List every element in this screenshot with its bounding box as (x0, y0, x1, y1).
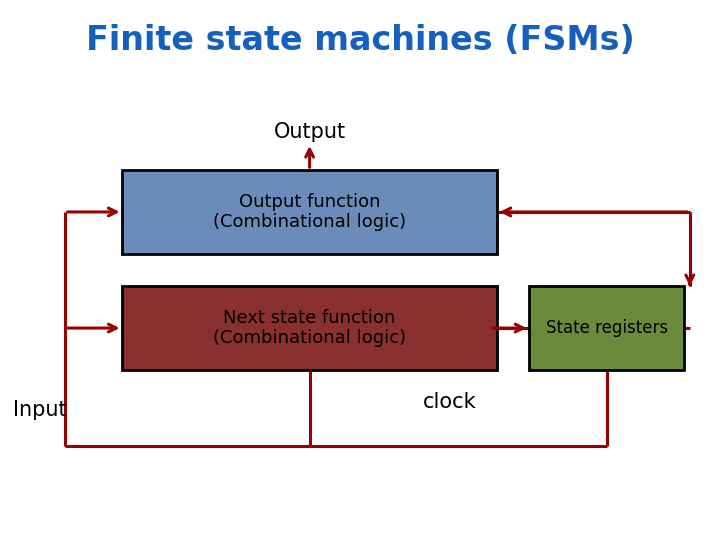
FancyBboxPatch shape (122, 170, 497, 254)
Text: Next state function
(Combinational logic): Next state function (Combinational logic… (213, 309, 406, 347)
Text: Output function
(Combinational logic): Output function (Combinational logic) (213, 193, 406, 231)
FancyBboxPatch shape (529, 286, 684, 370)
FancyBboxPatch shape (122, 286, 497, 370)
Text: Finite state machines (FSMs): Finite state machines (FSMs) (86, 24, 634, 57)
Text: Input: Input (13, 400, 66, 421)
Text: clock: clock (423, 392, 477, 413)
Text: State registers: State registers (546, 319, 667, 337)
Text: Output: Output (274, 122, 346, 143)
